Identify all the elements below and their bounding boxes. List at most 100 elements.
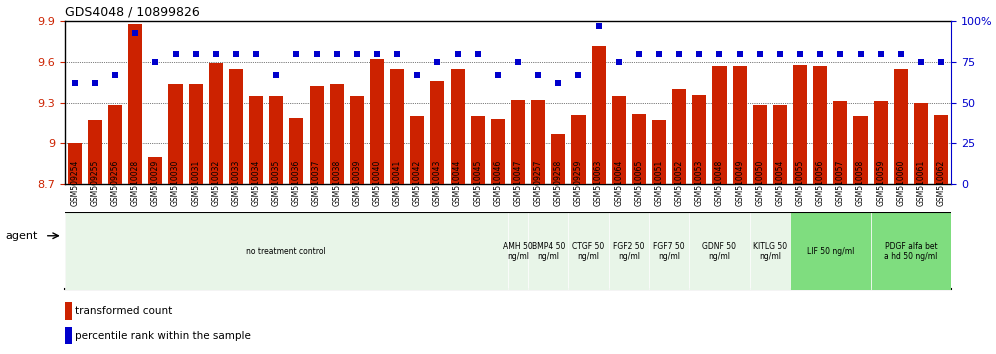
Point (289, 51, 305, 57)
Bar (68, 143, 82, 184)
Bar (188, 84, 203, 184)
Point (167, 51, 183, 57)
Bar (753, 105, 767, 184)
Bar (65, 212, 508, 290)
Bar (430, 81, 444, 184)
Bar (609, 212, 649, 290)
Bar (128, 24, 142, 184)
Bar (893, 69, 908, 184)
Bar (310, 86, 324, 184)
Text: FGF7 50
ng/ml: FGF7 50 ng/ml (653, 242, 685, 261)
Bar (450, 69, 465, 184)
Bar (712, 66, 726, 184)
Text: CTGF 50
ng/ml: CTGF 50 ng/ml (573, 242, 605, 261)
Bar (793, 65, 807, 184)
Bar (813, 66, 828, 184)
Point (813, 51, 829, 57)
Point (449, 51, 465, 57)
Bar (410, 116, 424, 184)
Point (752, 51, 768, 57)
Bar (733, 66, 747, 184)
Bar (269, 96, 283, 184)
Point (772, 51, 788, 57)
Bar (871, 212, 951, 290)
Bar (790, 212, 871, 290)
Point (429, 59, 445, 65)
Point (892, 51, 908, 57)
Bar (350, 96, 364, 184)
Bar (631, 114, 646, 184)
Point (510, 59, 526, 65)
Point (711, 51, 727, 57)
Text: BMP4 50
ng/ml: BMP4 50 ng/ml (532, 242, 565, 261)
Text: LIF 50 ng/ml: LIF 50 ng/ml (807, 247, 854, 256)
Point (792, 51, 808, 57)
Point (732, 51, 748, 57)
Bar (551, 134, 566, 184)
Point (630, 51, 646, 57)
Point (87, 80, 103, 86)
Bar (390, 69, 404, 184)
Bar (88, 120, 102, 184)
Bar (249, 96, 263, 184)
Bar (873, 101, 887, 184)
Text: FGF2 50
ng/ml: FGF2 50 ng/ml (614, 242, 644, 261)
Point (470, 51, 486, 57)
Bar (672, 89, 686, 184)
Bar (914, 103, 928, 184)
Text: KITLG 50
ng/ml: KITLG 50 ng/ml (753, 242, 787, 261)
Point (490, 72, 506, 78)
Bar (511, 100, 525, 184)
Point (147, 59, 163, 65)
Point (389, 51, 405, 57)
Bar (168, 84, 182, 184)
Text: no treatment control: no treatment control (246, 247, 327, 256)
Bar (572, 115, 586, 184)
Bar (65, 302, 72, 320)
Bar (330, 84, 344, 184)
Bar (649, 212, 689, 290)
Point (187, 51, 203, 57)
Bar (471, 116, 485, 184)
Bar (934, 115, 948, 184)
Bar (773, 105, 787, 184)
Bar (209, 63, 223, 184)
Point (228, 51, 244, 57)
Bar (750, 212, 790, 290)
Text: AMH 50
ng/ml: AMH 50 ng/ml (503, 242, 533, 261)
Point (248, 51, 264, 57)
Point (309, 51, 325, 57)
Point (127, 30, 143, 35)
Bar (692, 95, 706, 184)
Text: GDNF 50
ng/ml: GDNF 50 ng/ml (702, 242, 736, 261)
Bar (370, 59, 384, 184)
Point (329, 51, 345, 57)
Bar (531, 100, 545, 184)
Point (853, 51, 869, 57)
Bar (652, 120, 666, 184)
Bar (229, 69, 243, 184)
Bar (148, 157, 162, 184)
Text: percentile rank within the sample: percentile rank within the sample (75, 331, 251, 341)
Text: transformed count: transformed count (75, 306, 172, 316)
Bar (689, 212, 750, 290)
Point (108, 72, 124, 78)
Point (67, 80, 83, 86)
Bar (65, 327, 72, 344)
Point (913, 59, 929, 65)
Bar (290, 118, 304, 184)
Point (872, 51, 888, 57)
Text: agent: agent (5, 231, 38, 241)
Text: PDGF alfa bet
a hd 50 ng/ml: PDGF alfa bet a hd 50 ng/ml (884, 242, 937, 261)
Bar (834, 101, 848, 184)
Point (833, 51, 849, 57)
Bar (592, 46, 606, 184)
Point (571, 72, 587, 78)
Point (611, 59, 626, 65)
Bar (508, 212, 528, 290)
Bar (612, 96, 625, 184)
Point (591, 23, 607, 29)
Point (370, 51, 385, 57)
Bar (854, 116, 868, 184)
Point (208, 51, 224, 57)
